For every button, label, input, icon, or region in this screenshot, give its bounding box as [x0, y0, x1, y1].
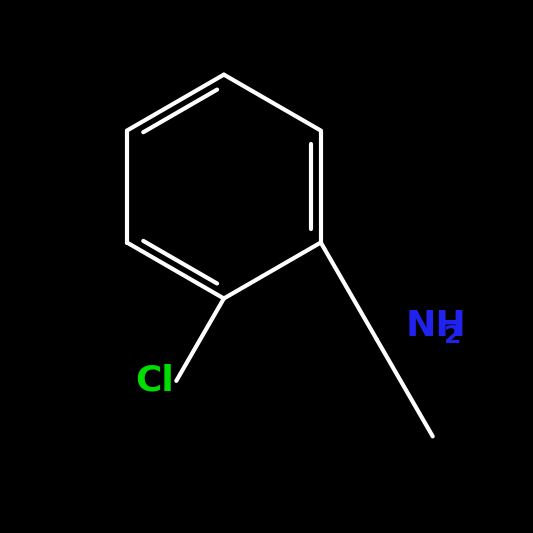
Text: Cl: Cl	[135, 364, 174, 398]
Text: 2: 2	[445, 324, 462, 348]
Text: NH: NH	[406, 309, 467, 343]
